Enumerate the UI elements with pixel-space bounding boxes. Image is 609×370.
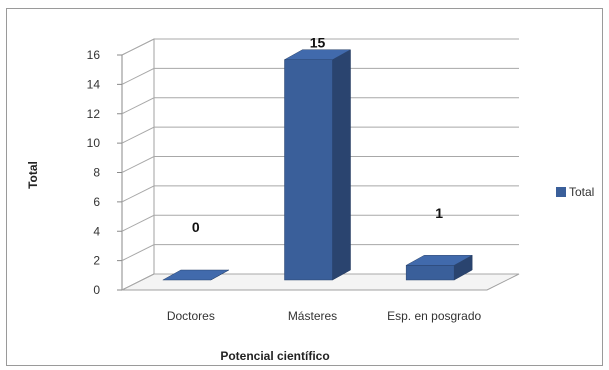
- x-tick-label: Doctores: [167, 309, 215, 323]
- bar-top: [405, 255, 474, 266]
- x-axis-title: Potencial científico: [220, 349, 329, 363]
- legend-label: Total: [569, 185, 594, 199]
- y-tick-label: 10: [87, 136, 101, 150]
- bar-2: [283, 49, 352, 281]
- data-label: 15: [310, 35, 326, 51]
- gridline: [121, 273, 519, 291]
- chart-gridlines: [121, 38, 519, 291]
- bar-side: [332, 49, 351, 281]
- x-axis-categories: Doctores Másteres Esp. en posgrado: [167, 309, 482, 323]
- data-label: 0: [192, 219, 200, 235]
- y-tick-label: 4: [93, 224, 100, 238]
- x-tick-label: Esp. en posgrado: [387, 309, 481, 323]
- bar-front: [284, 59, 333, 281]
- bar-top: [283, 49, 352, 60]
- gridline: [121, 67, 519, 85]
- gridline: [121, 126, 519, 144]
- y-tick-label: 0: [93, 283, 100, 297]
- y-tick-label: 6: [93, 195, 100, 209]
- gridline: [121, 244, 519, 262]
- data-label: 1: [435, 205, 443, 221]
- gridline: [121, 156, 519, 173]
- x-tick-label: Másteres: [288, 309, 337, 323]
- y-axis-ticks: 0 2 4 6 8 10 12 14 16: [87, 48, 122, 297]
- y-axis-title: Total: [26, 161, 40, 189]
- gridline: [121, 38, 519, 56]
- y-tick-label: 2: [93, 254, 100, 268]
- gridline: [121, 214, 519, 232]
- legend-swatch: [556, 187, 566, 197]
- data-labels: 0 15 1: [192, 35, 443, 235]
- bar-3: [405, 254, 474, 281]
- bar-1: [161, 269, 230, 281]
- bar-top: [161, 269, 230, 281]
- bar-front: [405, 265, 455, 281]
- y-tick-label: 16: [87, 48, 101, 62]
- gridline: [121, 185, 519, 203]
- y-tick-label: 14: [87, 77, 101, 91]
- y-tick-label: 12: [87, 107, 101, 121]
- chart-legend: Total: [556, 185, 594, 199]
- gridline: [121, 97, 519, 115]
- chart-bars: [161, 49, 474, 281]
- y-tick-label: 8: [93, 166, 100, 180]
